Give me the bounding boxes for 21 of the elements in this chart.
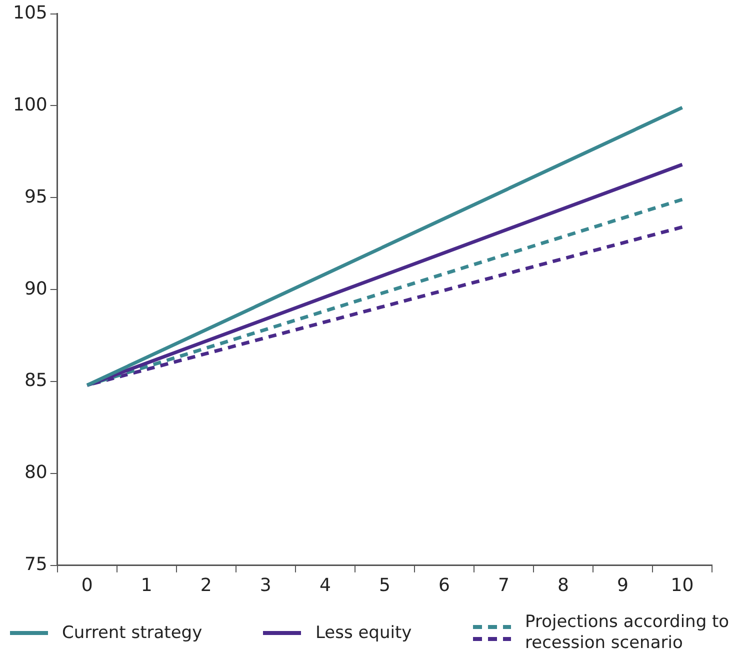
x-tick-label: 4 <box>319 574 331 596</box>
y-tick-label: 95 <box>24 186 48 208</box>
y-tick-label: 105 <box>12 2 48 24</box>
y-tick-label: 80 <box>24 462 48 484</box>
x-tick-label: 3 <box>260 574 272 596</box>
x-tick-label: 10 <box>670 574 694 596</box>
legend-label: Projections according to recession scenario <box>525 612 730 654</box>
y-tick-label: 100 <box>12 94 48 116</box>
y-tick-label: 75 <box>24 554 48 576</box>
x-tick-label: 1 <box>140 574 152 596</box>
x-tick-label: 9 <box>617 574 628 596</box>
legend-label: Less equity <box>315 622 412 644</box>
x-tick-label: 5 <box>378 574 390 596</box>
legend-label: Current strategy <box>62 622 202 644</box>
x-tick-label: 8 <box>557 574 569 596</box>
x-tick-label: 7 <box>498 574 510 596</box>
x-tick-label: 6 <box>438 574 450 596</box>
x-tick-label: 0 <box>81 574 93 596</box>
y-tick-label: 90 <box>24 278 48 300</box>
y-tick-label: 85 <box>24 370 48 392</box>
x-tick-label: 2 <box>200 574 212 596</box>
